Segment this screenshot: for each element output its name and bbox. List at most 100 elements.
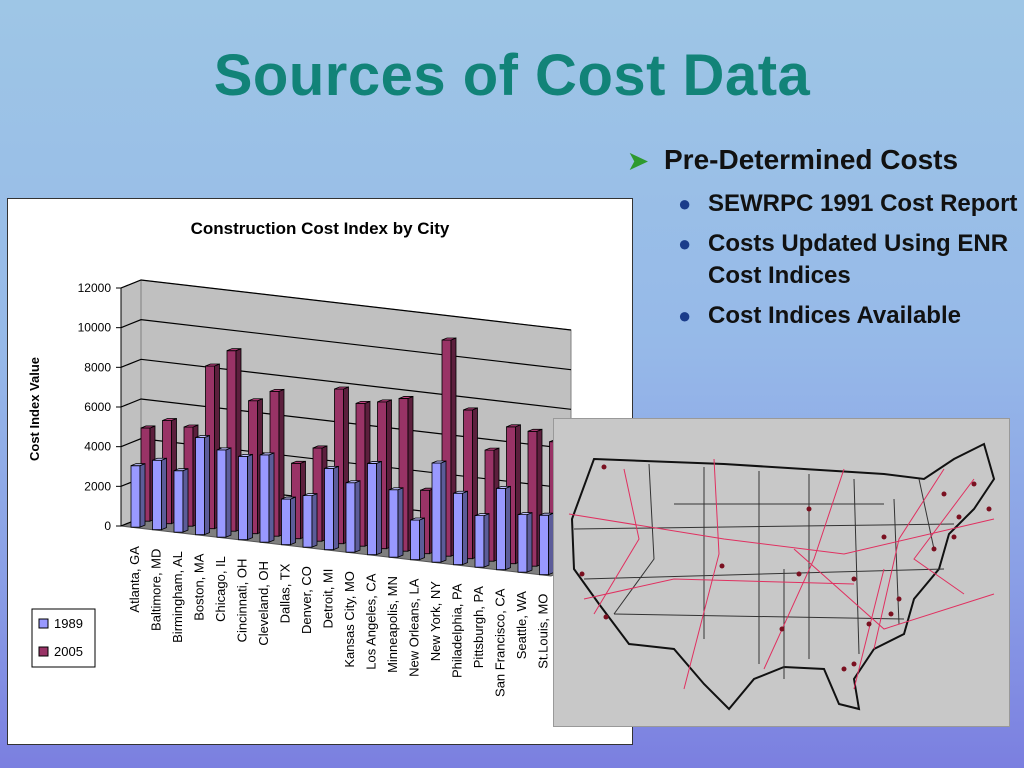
- bar-1989-front: [388, 489, 399, 558]
- bar-2005-top: [162, 418, 177, 421]
- bar-1989-top: [345, 480, 361, 484]
- bar-1989-top: [367, 461, 382, 464]
- bar-1989-top: [216, 447, 232, 451]
- x-category-label: Seattle, WA: [514, 591, 529, 659]
- gridline: [120, 319, 572, 371]
- legend-label: 1989: [54, 616, 83, 631]
- bar-1989: [130, 463, 146, 528]
- bar-1989: [152, 457, 167, 531]
- bar-1989-front: [517, 514, 528, 573]
- bar-2005-top: [355, 400, 371, 404]
- bar-1989: [410, 517, 425, 561]
- city-marker: [719, 563, 725, 569]
- bar-1989-front: [238, 455, 248, 541]
- state-border: [918, 478, 935, 550]
- sub-bullet-text: Costs Updated Using ENR Cost Indices: [708, 230, 1009, 289]
- state-border: [893, 498, 900, 625]
- x-category-label: Cleveland, OH: [256, 561, 271, 646]
- city-marker: [986, 506, 992, 512]
- x-category-label: Detroit, MI: [321, 569, 336, 629]
- region-line: [913, 478, 975, 595]
- bar-1989-front: [367, 463, 377, 556]
- city-marker: [851, 661, 857, 667]
- city-marker: [806, 506, 812, 512]
- x-category-label: Los Angeles, CA: [364, 573, 379, 669]
- bar-1989: [302, 493, 318, 548]
- bar-1989: [431, 460, 447, 563]
- legend-swatch: [38, 646, 49, 657]
- chart-title: Construction Cost Index by City: [191, 219, 450, 238]
- x-category-label: New Orleans, LA: [407, 578, 422, 677]
- y-axis-label: Cost Index Value: [27, 357, 42, 461]
- city-marker: [941, 491, 947, 497]
- region-line: [593, 468, 640, 615]
- bar-2005-top: [506, 424, 521, 428]
- bar-1989-side: [268, 452, 275, 543]
- bar-1989-front: [431, 462, 442, 563]
- bar-1989-top: [238, 453, 253, 457]
- bar-1989-top: [410, 517, 425, 521]
- bar-1989-side: [526, 512, 533, 573]
- bar-1989-front: [281, 498, 291, 546]
- y-tick-label: 8000: [84, 360, 111, 374]
- x-category-label: New York, NY: [428, 581, 443, 662]
- bullet-item: ➤ Pre-Determined Costs: [620, 140, 1020, 180]
- bar-2005-top: [248, 398, 263, 402]
- bar-1989-front: [302, 495, 313, 548]
- bar-2005-top: [334, 386, 349, 390]
- x-category-label: Kansas City, MO: [342, 571, 357, 668]
- state-border: [613, 463, 655, 615]
- dot-bullet-icon: ●: [678, 303, 692, 328]
- city-marker: [931, 546, 937, 552]
- bar-1989-side: [505, 485, 511, 571]
- x-category-label: St.Louis, MO: [536, 594, 551, 669]
- bar-1989-front: [539, 514, 549, 576]
- x-category-label: Atlanta, GA: [127, 546, 142, 613]
- bar-1989: [195, 434, 210, 536]
- x-category-label: Baltimore, MD: [149, 549, 164, 631]
- gridline: [120, 279, 572, 331]
- sub-bullet-item: ● Costs Updated Using ENR Cost Indices: [620, 228, 1020, 292]
- bar-chart: Construction Cost Index by City Cost Inde…: [27, 219, 572, 697]
- sub-bullet-text: Cost Indices Available: [708, 302, 961, 329]
- region-line: [853, 568, 885, 690]
- gridline: [120, 398, 572, 450]
- city-marker: [579, 571, 585, 577]
- bar-1989-top: [173, 468, 189, 472]
- bar-1989: [259, 452, 275, 543]
- x-category-label: Chicago, IL: [213, 556, 228, 622]
- sub-bullet-text: SEWRPC 1991 Cost Report: [708, 190, 1018, 217]
- legend-box: [31, 608, 96, 668]
- bar-1989-top: [517, 512, 533, 516]
- city-marker: [881, 534, 887, 540]
- bar-2005-top: [226, 348, 242, 352]
- chart-frame: Construction Cost Index by City Cost Inde…: [7, 198, 633, 745]
- y-tick-label: 2000: [84, 479, 111, 493]
- bar-1989-side: [204, 434, 210, 536]
- bar-1989: [517, 512, 533, 573]
- bar-1989-top: [281, 496, 296, 500]
- bar-1989-front: [195, 437, 205, 536]
- bar-1989: [367, 460, 382, 556]
- bar-2005-top: [527, 428, 543, 432]
- bar-1989-side: [354, 480, 361, 553]
- bar-1989-side: [333, 465, 339, 551]
- city-marker: [601, 464, 607, 470]
- x-category-label: Denver, CO: [299, 566, 314, 634]
- bar-1989-top: [130, 463, 146, 467]
- region-line: [763, 468, 845, 670]
- bar-1989: [345, 480, 361, 553]
- bar-1989-top: [259, 452, 275, 456]
- city-marker: [896, 596, 902, 602]
- bullet-text: Pre-Determined Costs: [664, 144, 959, 175]
- bar-1989-front: [152, 459, 162, 531]
- city-marker: [779, 626, 785, 632]
- bar-1989-side: [419, 517, 425, 561]
- bar-1989-front: [410, 519, 420, 561]
- bar-2005-top: [291, 460, 306, 464]
- city-marker: [841, 666, 847, 672]
- state-border: [613, 613, 905, 620]
- y-tick-label: 12000: [78, 281, 112, 295]
- state-border: [573, 523, 955, 530]
- bar-2005-top: [183, 424, 199, 428]
